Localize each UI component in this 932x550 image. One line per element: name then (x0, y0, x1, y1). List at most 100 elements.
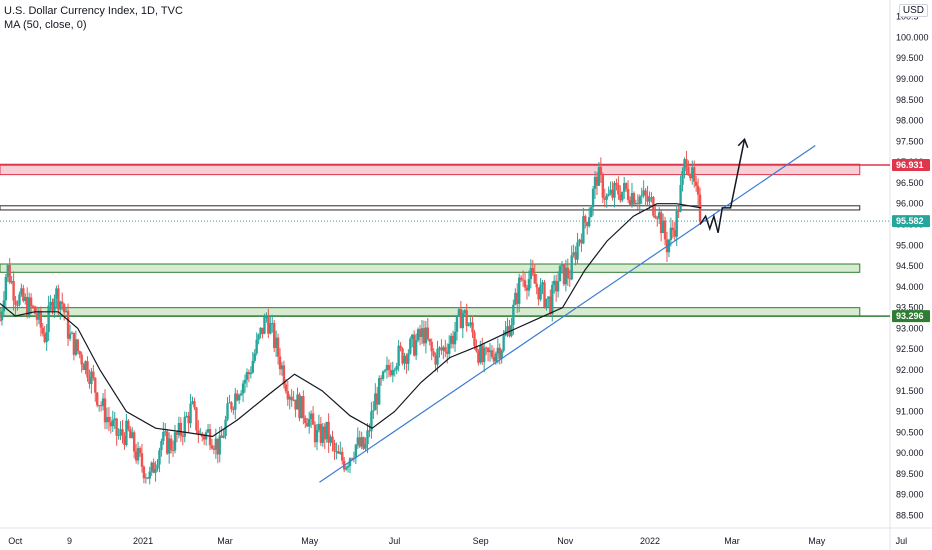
candle-body (107, 416, 111, 422)
candle-body (290, 396, 293, 401)
candle-body (646, 195, 649, 202)
candle-body (74, 339, 78, 355)
candle-body (401, 348, 404, 364)
candle-body (70, 332, 74, 334)
candle-body (84, 361, 87, 371)
projection-arrowhead (737, 137, 749, 148)
candle-body (280, 365, 284, 370)
candle-body (517, 277, 521, 304)
candle-body (64, 310, 68, 313)
candle-body (35, 313, 39, 320)
candle-body (150, 462, 153, 472)
candle-body (236, 393, 239, 401)
candle-body (278, 356, 282, 370)
candle-body (694, 181, 698, 187)
candle-body (313, 424, 317, 443)
candle-body (259, 327, 262, 335)
candle-body (576, 242, 579, 260)
candle-body (626, 189, 630, 200)
candle-body (506, 326, 509, 331)
candle-body (166, 431, 169, 454)
candle-body (611, 189, 614, 198)
candle-body (582, 216, 585, 244)
candle-body (599, 166, 603, 176)
candle-body (537, 287, 540, 300)
candle-body (97, 405, 101, 407)
candle-body (45, 332, 48, 343)
candle-body (162, 431, 165, 442)
candle-body (234, 393, 237, 410)
candle-body (134, 451, 138, 461)
candle-body (230, 402, 233, 410)
candle-body (33, 306, 37, 314)
candle-body (488, 350, 492, 353)
zone-level (0, 205, 861, 211)
currency-selector[interactable]: USD (898, 4, 928, 17)
candle-body (158, 450, 161, 465)
y-tick-label: 91.000 (896, 407, 924, 417)
candle-body (49, 301, 52, 306)
x-tick-label: Sep (473, 536, 489, 546)
candle-body (195, 407, 198, 431)
candle-body (179, 423, 183, 436)
candle-body (218, 435, 221, 455)
candle-body (673, 230, 676, 237)
candle-body (249, 372, 253, 375)
candle-body (609, 189, 612, 195)
candle-body (22, 288, 25, 301)
candle-body (407, 353, 410, 364)
candle-body (136, 448, 140, 461)
candle-body (650, 197, 653, 199)
candle-body (463, 310, 466, 314)
candle-body (687, 167, 690, 175)
candle-body (681, 170, 684, 185)
y-tick-label: 88.500 (896, 511, 924, 521)
candle-body (455, 315, 459, 332)
candle-body (210, 445, 214, 449)
candle-body (167, 438, 171, 454)
candle-body (220, 435, 223, 438)
price-tag-label: 96.931 (896, 160, 924, 170)
candle-body (80, 354, 83, 365)
candle-body (529, 268, 533, 280)
candle-body (691, 167, 694, 179)
candle-body (428, 338, 431, 342)
y-tick-label: 91.500 (896, 386, 924, 396)
y-tick-label: 90.500 (896, 427, 924, 437)
candle-body (0, 311, 4, 321)
candle-body (634, 203, 638, 205)
candle-body (251, 360, 254, 373)
candle-body (96, 392, 99, 406)
candle-body (41, 327, 44, 334)
candle-body (206, 429, 210, 433)
candle-body (661, 220, 665, 234)
candle-body (552, 280, 556, 285)
candle-body (654, 215, 657, 218)
candle-body (169, 438, 173, 451)
candle-body (173, 432, 177, 451)
candle-body (543, 282, 546, 308)
x-tick-label: Oct (8, 536, 23, 546)
x-tick-label: May (808, 536, 826, 546)
candle-body (263, 317, 266, 334)
candle-body (125, 420, 128, 445)
candle-body (222, 435, 225, 438)
zone-support-lower (0, 307, 861, 317)
candle-body (226, 403, 229, 420)
candle-body (475, 345, 478, 352)
candle-body (422, 328, 426, 344)
candle-body (376, 393, 379, 405)
candle-body (494, 353, 498, 362)
candle-body (556, 281, 560, 292)
y-tick-label: 94.000 (896, 282, 924, 292)
candle-body (549, 296, 552, 314)
candle-body (679, 184, 682, 212)
candle-body (451, 335, 455, 345)
candle-body (78, 351, 81, 355)
candle-body (265, 316, 268, 318)
y-tick-label: 96.500 (896, 178, 924, 188)
x-tick-label: 2022 (640, 536, 660, 546)
candle-body (593, 176, 597, 189)
